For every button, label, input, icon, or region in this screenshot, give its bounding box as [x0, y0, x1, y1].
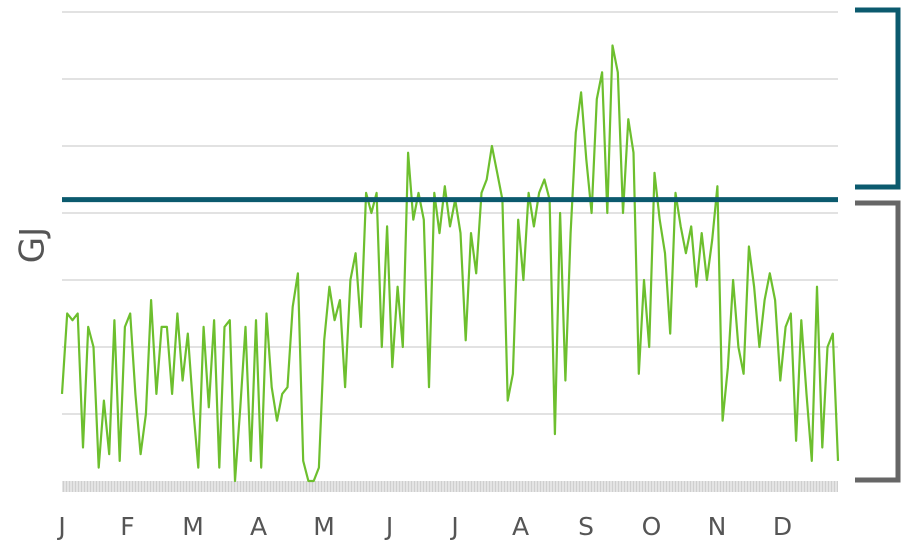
x-tick-label: M — [313, 512, 335, 541]
x-tick-label: J — [449, 512, 458, 541]
x-tick-label: D — [773, 512, 792, 541]
x-tick-label: A — [512, 512, 529, 541]
x-tick-label: J — [384, 512, 393, 541]
y-axis-label: GJ — [13, 227, 53, 263]
lower-bracket — [855, 200, 901, 483]
data-line — [60, 44, 840, 483]
upper-bracket — [855, 7, 901, 190]
x-tick-label: O — [642, 512, 662, 541]
x-tick-label: J — [56, 512, 65, 541]
x-tick-label: A — [250, 512, 267, 541]
baseline-band — [62, 481, 838, 492]
x-tick-label: N — [708, 512, 727, 541]
x-tick-label: S — [578, 512, 594, 541]
x-tick-label: F — [120, 512, 134, 541]
x-tick-label: M — [182, 512, 204, 541]
